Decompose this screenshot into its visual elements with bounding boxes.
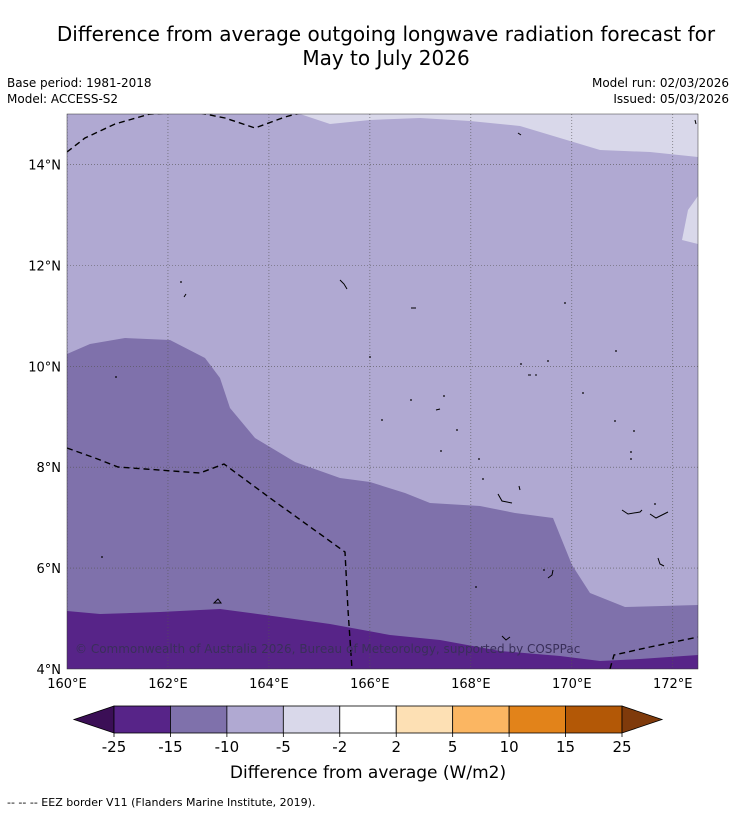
eez-border-central: [67, 447, 353, 669]
eez-border-north: [201, 114, 299, 129]
colorbar-tick-label: -10: [215, 738, 240, 756]
x-tick-label: 162°E: [148, 677, 188, 692]
islands: [183, 119, 697, 641]
colorbar-bin: [339, 705, 397, 734]
island-outline: [183, 293, 187, 298]
colorbar-tick-label: -25: [102, 738, 127, 756]
colorbar-tick-label: 25: [612, 738, 631, 756]
colorbar: -25 -15 -10 -5 -2 2 5 10 15 25: [72, 705, 664, 756]
island-outline: [657, 557, 665, 567]
map-frame: [66, 113, 699, 670]
atoll-dots: [101, 281, 656, 588]
island-outline: [435, 408, 441, 411]
metadata-left: Base period: 1981-2018 Model: ACCESS-S2: [7, 75, 152, 107]
colorbar-tick-label: -5: [276, 738, 291, 756]
colorbar-bin: [226, 705, 284, 734]
island-outline: [501, 635, 511, 641]
island-outline: [497, 493, 513, 504]
colorbar-tick-label: -15: [158, 738, 183, 756]
colorbar-extension-high: [621, 705, 664, 734]
eez-border-northwest: [67, 114, 165, 153]
colorbar-tick-label: 15: [556, 738, 575, 756]
colorbar-bin: [565, 705, 623, 734]
model-name: Model: ACCESS-S2: [7, 92, 119, 106]
island-outline: [621, 509, 643, 515]
x-tick-label: 160°E: [47, 677, 87, 692]
colorbar-tick-label: -2: [332, 738, 347, 756]
colorbar-bin: [508, 705, 566, 734]
x-tick-label: 164°E: [249, 677, 289, 692]
colorbar-bin: [282, 705, 341, 734]
metadata-right: Model run: 02/03/2026 Issued: 05/03/2026: [592, 75, 729, 107]
colorbar-extension-low: [72, 705, 115, 734]
island-outline: [649, 511, 669, 519]
anomaly-region-minus-5-to-2-east: [682, 196, 698, 244]
y-tick-label: 10°N: [28, 360, 61, 375]
y-tick-label: 4°N: [37, 663, 62, 678]
anomaly-region-minus-25-to-15: [67, 609, 698, 669]
colorbar-tick-label: 2: [391, 738, 401, 756]
x-axis-ticks: 160°E 162°E 164°E 166°E 168°E 170°E 172°E: [47, 677, 692, 692]
x-tick-label: 170°E: [552, 677, 592, 692]
anomaly-region-minus-15-to-10: [67, 338, 698, 669]
eez-border-southeast: [609, 636, 698, 669]
island-outline: [339, 279, 348, 290]
title-line-2: May to July 2026: [302, 46, 470, 70]
title-line-1: Difference from average outgoing longwav…: [56, 22, 716, 46]
model-run: Model run: 02/03/2026: [591, 76, 729, 90]
island-outline: [517, 132, 522, 136]
colorbar-label: Difference from average (W/m2): [230, 763, 506, 783]
colorbar-tick-label: 5: [448, 738, 458, 756]
eez-footnote: -- -- -- EEZ border V11 (Flanders Marine…: [7, 796, 316, 809]
colorbar-bin: [452, 705, 510, 734]
y-tick-label: 12°N: [28, 259, 61, 274]
y-axis-ticks: 4°N 6°N 8°N 10°N 12°N 14°N: [28, 158, 61, 678]
island-outline: [518, 485, 521, 491]
issued-date: Issued: 05/03/2026: [613, 92, 729, 106]
y-tick-label: 14°N: [28, 158, 61, 173]
x-tick-label: 168°E: [451, 677, 491, 692]
island-outline: [694, 119, 697, 125]
x-tick-label: 166°E: [350, 677, 390, 692]
island-outline: [547, 569, 554, 579]
colorbar-bin: [395, 705, 454, 734]
colorbar-bin: [113, 705, 171, 734]
base-period: Base period: 1981-2018: [7, 76, 152, 90]
graticule: [67, 114, 698, 669]
eez-borders: [67, 114, 698, 669]
anomaly-region-minus-5-to-2-north: [300, 114, 698, 157]
colorbar-tick-label: 10: [500, 738, 519, 756]
copyright-watermark: © Commonwealth of Australia 2026, Bureau…: [75, 642, 580, 656]
y-tick-label: 8°N: [37, 461, 62, 476]
map-title: Difference from average outgoing longwav…: [0, 22, 736, 70]
colorbar-bin: [170, 705, 228, 734]
x-tick-label: 172°E: [653, 677, 693, 692]
y-tick-label: 6°N: [37, 562, 62, 577]
island-outline: [212, 598, 222, 604]
map-plot-area[interactable]: © Commonwealth of Australia 2026, Bureau…: [67, 113, 698, 669]
